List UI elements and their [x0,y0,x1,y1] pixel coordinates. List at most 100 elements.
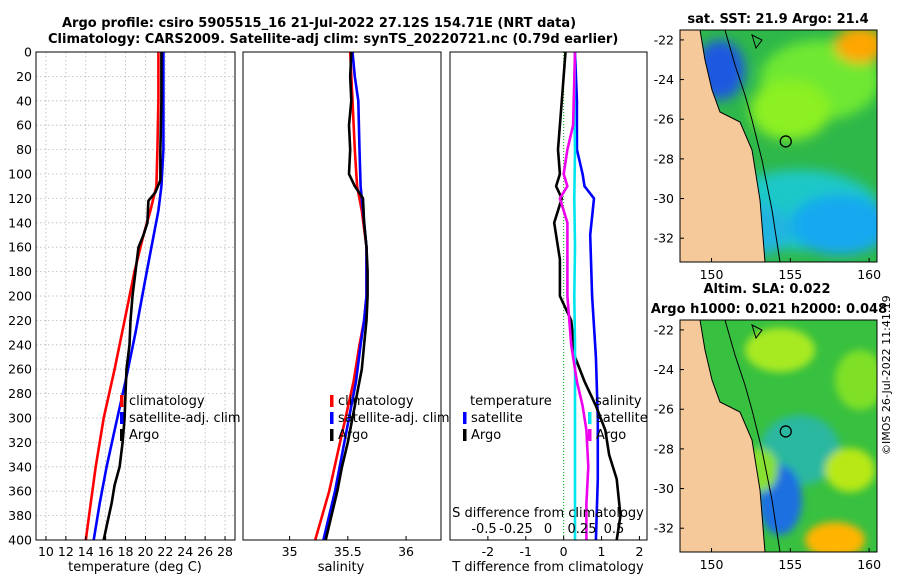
depth-tick-label: 40 [16,93,32,108]
series-line-t-satellite [573,52,600,540]
depth-tick-label: 20 [16,69,32,84]
x-tick-label: 26 [197,544,213,559]
latitude-tick-label: -22 [654,32,674,47]
legend-swatch-s-argo [588,429,592,441]
depth-tick-label: 160 [8,240,32,255]
legend-label-argo: Argo [129,428,159,443]
x-tick-label: 22 [157,544,173,559]
latitude-tick-label: -28 [654,441,674,456]
x-tick-label: 18 [118,544,134,559]
series-line-argo [102,52,163,540]
depth-tick-labels: 0 20 40 60 80 100 120 140 160 180 200 220 240 260 280 3… [8,45,32,548]
latitude-tick-label: -26 [654,402,674,417]
legend-swatch-satellite [120,412,124,424]
latitude-tick-label: -32 [654,521,674,536]
temperature-axis-label: temperature (deg C) [68,560,202,575]
latitude-tick-label: -30 [654,481,674,496]
s-tick-label: -0.25 [499,522,533,537]
chart-title-line1: Argo profile: csiro 5905515_16 21-Jul-20… [62,16,577,31]
sla-map-subtitle: Argo h1000: 0.021 h2000: 0.048 [651,302,887,317]
x-tick-label: 12 [58,544,74,559]
difference-legend: temperature satellite Argo salinity sate… [463,394,648,443]
s-difference-tick-labels: -0.5 -0.25 0 0.25 0.5 [471,522,624,537]
depth-tick-label: 320 [8,435,32,450]
depth-tick-label: 240 [8,337,32,352]
sst-map-axis-labels: 150 155 160 -22 -24 -26 -28 -30 -32 [654,32,882,282]
x-tick-label: 0 [560,544,568,559]
legend-label-t-argo: Argo [471,428,501,443]
depth-tick-label: 260 [8,362,32,377]
sst-map: sat. SST: 21.9 Argo: 21.4 150 155 160 -22 -2… [654,12,882,282]
latitude-tick-label: -24 [654,72,674,87]
legend-label-t-satellite: satellite [471,411,523,426]
legend-swatch-argo [330,429,334,441]
s-tick-label: 0.5 [604,522,625,537]
temperature-panel: 0 20 40 60 80 100 120 140 160 180 200 220 240 260 280 3… [8,45,240,576]
legend-swatch-argo [120,429,124,441]
latitude-tick-label: -28 [654,151,674,166]
x-tick-label: 10 [38,544,54,559]
sst-field [680,30,877,262]
longitude-tick-label: 160 [857,267,881,282]
s-tick-label: -0.5 [471,522,496,537]
x-tick-label: 35.5 [334,544,362,559]
depth-tick-label: 300 [8,411,32,426]
x-tick-label: 36 [398,544,414,559]
x-tick-label: 28 [217,544,233,559]
latitude-tick-label: -32 [654,231,674,246]
series-line-t-argo [552,52,622,540]
imos-timestamp: ©IMOS 26-Jul-2022 11:41:19 [880,295,893,455]
latitude-tick-label: -22 [654,322,674,337]
salinity-axis-label: salinity [318,560,365,575]
legend-label-argo: Argo [338,428,368,443]
longitude-tick-label: 150 [700,557,724,572]
legend-label-satellite: satellite-adj. clim [338,411,450,426]
legend-swatch-climatology [120,395,124,407]
salinity-lines [313,52,369,540]
depth-tick-label: 60 [16,118,32,133]
temperature-tick-labels: 10 12 14 16 18 20 22 24 26 28 [38,536,233,559]
x-tick-label: 35 [282,544,298,559]
series-line-argo [324,52,369,540]
latitude-tick-label: -24 [654,362,674,377]
x-tick-label: 24 [177,544,193,559]
legend-swatch-climatology [330,395,334,407]
longitude-tick-label: 160 [857,557,881,572]
depth-tick-label: 0 [24,45,32,60]
x-tick-label: 16 [98,544,114,559]
depth-tick-label: 180 [8,264,32,279]
sla-field [680,320,877,552]
longitude-tick-label: 150 [700,267,724,282]
argo-location-marker [779,425,792,438]
legend-label-satellite: satellite-adj. clim [129,411,241,426]
temperature-grid [36,51,235,541]
sla-map-title: Altim. SLA: 0.022 [704,282,831,297]
t-difference-axis-label: T difference from climatology [451,560,644,575]
difference-panel: -2 -1 0 1 2 T difference from climatology S … [449,51,648,575]
latitude-tick-label: -30 [654,191,674,206]
salinity-panel: 35 35.5 36 salinity climatology satellite-… [242,51,450,575]
legend-swatch-satellite [330,412,334,424]
depth-tick-label: 140 [8,215,32,230]
legend-swatch-s-satellite [588,412,592,424]
depth-tick-label: 100 [8,167,32,182]
depth-tick-label: 340 [8,459,32,474]
x-tick-label: 14 [78,544,94,559]
depth-tick-label: 380 [8,508,32,523]
depth-tick-label: 280 [8,386,32,401]
s-difference-axis-label: S difference from climatology [452,506,644,521]
temperature-lines [84,52,165,540]
depth-tick-label: 80 [16,142,32,157]
legend-label-climatology: climatology [129,394,205,409]
x-tick-label: 1 [598,544,606,559]
depth-tick-label: 400 [8,533,32,548]
x-tick-label: 2 [635,544,643,559]
argo-location-marker [779,135,792,148]
legend-title-temperature: temperature [470,394,552,409]
series-line-satellite-adj-clim [92,52,165,540]
depth-tick-label: 360 [8,484,32,499]
depth-tick-label: 220 [8,313,32,328]
x-tick-label: 20 [137,544,153,559]
depth-tick-label: 200 [8,289,32,304]
